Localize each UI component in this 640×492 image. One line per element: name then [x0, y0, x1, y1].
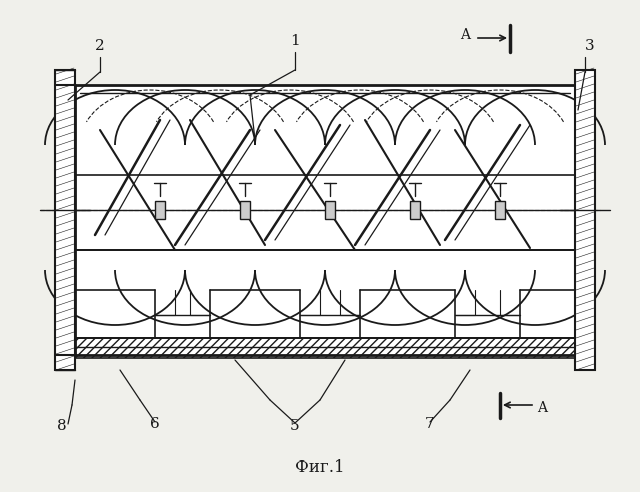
Text: 5: 5: [290, 419, 300, 433]
Bar: [75, 85, 575, 355]
Bar: [410, 201, 420, 219]
Text: 6: 6: [150, 417, 160, 431]
Text: 1: 1: [290, 34, 300, 48]
Text: A: A: [537, 401, 547, 415]
Text: 7: 7: [425, 417, 435, 431]
Text: 3: 3: [585, 39, 595, 53]
Text: 8: 8: [57, 419, 67, 433]
Text: A: A: [460, 28, 470, 42]
Bar: [575, 70, 595, 370]
Text: 2: 2: [95, 39, 105, 53]
Text: Фиг.1: Фиг.1: [295, 460, 345, 476]
Bar: [240, 201, 250, 219]
Bar: [75, 338, 575, 358]
Bar: [325, 201, 335, 219]
Bar: [495, 201, 505, 219]
Bar: [155, 201, 165, 219]
Bar: [55, 70, 75, 370]
